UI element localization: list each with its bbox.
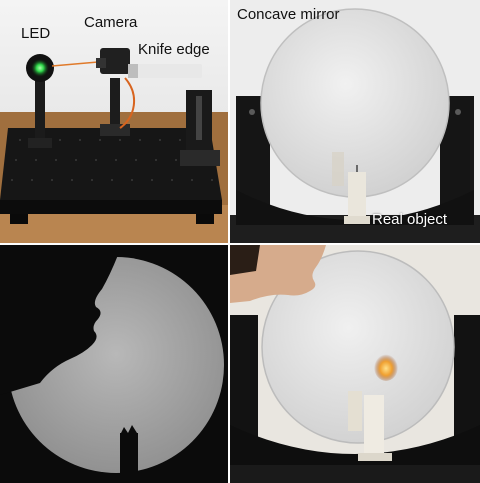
schlieren-image	[0, 245, 228, 483]
concave-mirror-2	[261, 250, 455, 444]
knife-edge-plate	[128, 64, 202, 78]
knife-edge-label: Knife edge	[138, 41, 210, 58]
flame	[374, 353, 398, 381]
camera-label: Camera	[84, 14, 138, 31]
concave-mirror-label: Concave mirror	[237, 6, 340, 23]
candle	[364, 395, 384, 457]
panel-setup: LED Camera Knife edge	[0, 0, 228, 243]
real-object-label: Real object	[372, 211, 448, 228]
real-object-candle	[348, 172, 366, 220]
concave-mirror	[260, 8, 450, 198]
flame-photo	[230, 245, 480, 483]
panel-schlieren	[0, 245, 228, 483]
led-light	[31, 59, 49, 77]
panel-mirror: Concave mirror Real object	[230, 0, 480, 243]
led-label: LED	[21, 25, 51, 42]
face-silhouette	[0, 255, 118, 395]
setup-photo	[0, 0, 228, 243]
light-path	[51, 61, 99, 67]
mirror-photo	[230, 0, 480, 243]
candle-silhouette	[120, 433, 138, 475]
panel-flame	[230, 245, 480, 483]
camera-body	[100, 48, 130, 74]
breadboard-holes	[11, 139, 213, 181]
